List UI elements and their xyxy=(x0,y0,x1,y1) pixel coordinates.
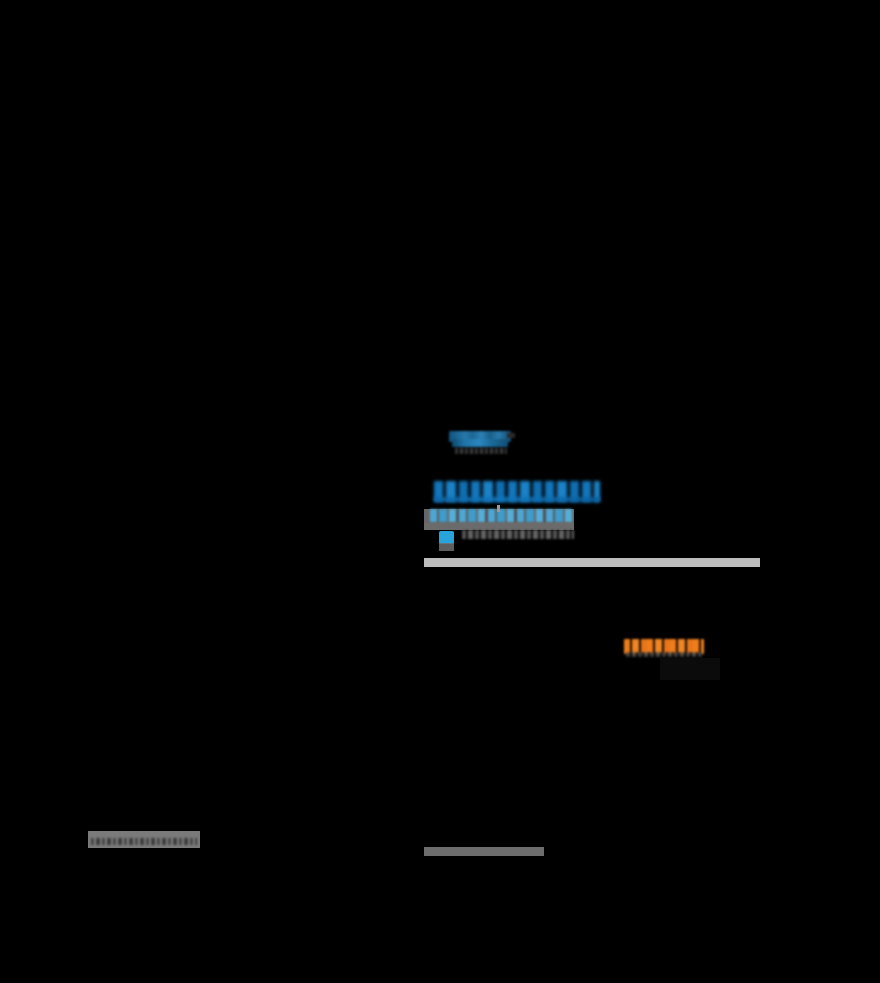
callout-backdrop xyxy=(660,658,720,680)
app-badge-shadow xyxy=(439,543,454,551)
page-title xyxy=(434,481,600,502)
callout-text xyxy=(624,639,704,654)
redaction-bar-lower-center xyxy=(424,847,544,856)
logo-mark-secondary-icon xyxy=(452,439,508,447)
app-badge-icon[interactable] xyxy=(439,531,454,544)
badge-caption xyxy=(462,530,574,539)
redaction-block-lower-left-text xyxy=(91,838,197,845)
company-logo xyxy=(447,431,519,459)
callout-subtext xyxy=(626,652,702,657)
section-divider xyxy=(424,558,760,567)
page-subtitle xyxy=(430,509,572,522)
subheading-marker-icon xyxy=(497,505,500,512)
logo-wordmark xyxy=(455,448,507,454)
trademark-icon xyxy=(507,433,515,438)
badge-row-highlight xyxy=(424,523,574,530)
page-title-underline xyxy=(434,497,600,502)
logo-mark-icon xyxy=(449,431,511,442)
